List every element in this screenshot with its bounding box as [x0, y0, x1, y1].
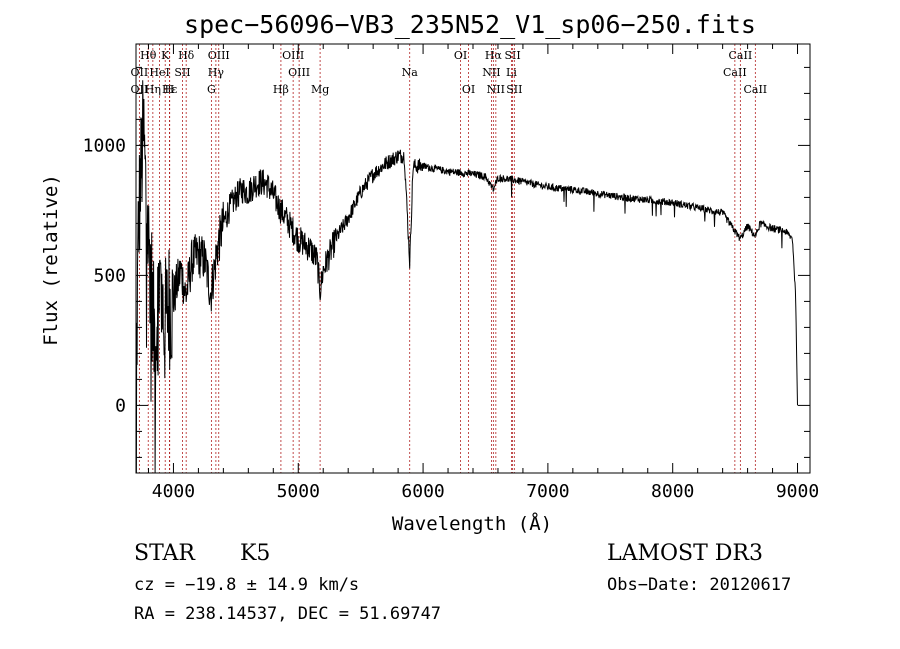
spectral-line-label: HeI	[149, 66, 169, 79]
coordinates: RA = 238.14537, DEC = 51.69747	[134, 604, 441, 624]
y-tick-label: 0	[115, 395, 126, 416]
spectral-line-label: G	[207, 83, 216, 96]
spectral-line-label: K	[161, 49, 170, 62]
x-tick-label: 4000	[152, 481, 195, 502]
spectral-line-label: Hθ	[140, 49, 157, 62]
spectral-line-label: NII	[482, 66, 500, 79]
spectral-line-label: Mg	[311, 83, 329, 96]
spectral-line-label: OI	[462, 83, 475, 96]
spectral-line-label: NII	[487, 83, 505, 96]
spectral-line-label: Hη	[145, 83, 161, 96]
x-tick-label: 9000	[776, 481, 819, 502]
spectral-line-label: Na	[402, 66, 419, 79]
spectral-line-label: Hα	[485, 49, 503, 62]
object-class: STAR	[134, 541, 196, 566]
spectral-line-label: CaII	[743, 83, 767, 96]
x-tick-label: 8000	[651, 481, 694, 502]
spectral-line-label: OII	[131, 66, 149, 79]
spectral-line-label: Hγ	[208, 66, 225, 79]
spectrum-line	[135, 80, 798, 474]
spectral-line-label: CaII	[723, 66, 747, 79]
spectral-line-label: SII	[506, 83, 522, 96]
spectral-line-label: SII	[504, 49, 520, 62]
x-tick-label: 6000	[401, 481, 444, 502]
spectral-line-label: OIII	[288, 66, 310, 79]
spectral-line-label: Hδ	[178, 49, 195, 62]
survey-name: LAMOST DR3	[607, 541, 763, 566]
y-axis-label: Flux (relative)	[40, 174, 62, 346]
plot-frame	[135, 43, 811, 474]
spectral-line-label: SII	[174, 66, 190, 79]
spectral-line-label: Li	[506, 66, 517, 79]
x-tick-label: 5000	[277, 481, 320, 502]
redshift-value: cz = −19.8 ± 14.9 km/s	[134, 575, 359, 595]
spectral-line-label: CaII	[729, 49, 753, 62]
x-tick-label: 7000	[526, 481, 569, 502]
spectral-line-label: OI	[454, 49, 467, 62]
spectral-line-label: Hβ	[273, 83, 289, 96]
subclass: K5	[240, 541, 270, 566]
observation-date: Obs−Date: 20120617	[607, 575, 791, 595]
spectral-line-label: H	[165, 83, 175, 96]
y-tick-label: 1000	[83, 135, 126, 156]
x-axis-label: Wavelength (Å)	[392, 512, 552, 535]
chart-title: spec−56096−VB3_235N52_V1_sp06−250.fits	[184, 10, 756, 39]
spectral-line-label: OIII	[208, 49, 230, 62]
axis-ticks: 4000 5000 6000 7000 8000 9000 0 500 1000	[83, 44, 819, 502]
y-tick-label: 500	[93, 265, 126, 286]
spectral-line-label: OIII	[282, 49, 304, 62]
spectral-line-label: OII	[131, 83, 149, 96]
